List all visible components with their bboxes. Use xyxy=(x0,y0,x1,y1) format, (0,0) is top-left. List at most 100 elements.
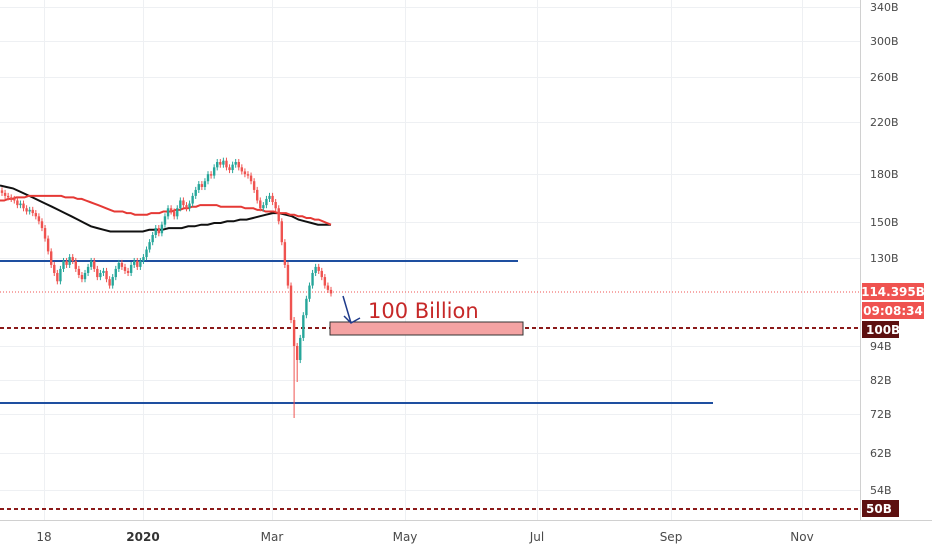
candle xyxy=(151,231,154,246)
candle xyxy=(6,192,10,201)
candle-body xyxy=(154,228,157,236)
candle-body xyxy=(237,162,240,168)
candle-body xyxy=(299,337,302,360)
candle-body xyxy=(265,198,268,206)
candle-body xyxy=(53,264,56,273)
candle-body xyxy=(252,181,256,190)
candle xyxy=(28,206,31,215)
candle xyxy=(68,254,71,268)
candle-body xyxy=(317,266,320,271)
candle xyxy=(200,181,204,191)
candle xyxy=(99,269,102,281)
candle-body xyxy=(13,198,16,201)
candle xyxy=(166,205,170,220)
price-tick-label: 150B xyxy=(870,216,899,229)
candle-body xyxy=(209,174,213,176)
candle xyxy=(25,205,28,215)
candle xyxy=(305,295,308,319)
candle xyxy=(209,171,213,179)
candle-body xyxy=(166,208,170,217)
time-tick-label: Jul xyxy=(529,530,544,544)
annotation-group[interactable]: 100 Billion xyxy=(342,295,479,324)
candle-body xyxy=(200,184,204,187)
candle-body xyxy=(99,272,102,278)
candle xyxy=(182,197,185,209)
candle xyxy=(108,276,111,289)
candle-body xyxy=(185,205,188,209)
candle xyxy=(240,164,244,175)
candle xyxy=(206,171,210,185)
candle-body xyxy=(277,208,280,222)
candle xyxy=(295,342,299,382)
candle xyxy=(148,239,151,253)
candle-body xyxy=(176,208,179,217)
candle-body xyxy=(302,315,305,338)
price-tick-label: 220B xyxy=(870,116,899,129)
candle-body xyxy=(182,200,185,206)
candle xyxy=(265,195,268,209)
price-tick-label: 180B xyxy=(870,168,899,181)
last-price-badge xyxy=(862,283,924,300)
candle-body xyxy=(179,200,182,209)
candle xyxy=(31,206,34,217)
candle-body xyxy=(46,238,50,252)
time-tick-label: Mar xyxy=(261,530,284,544)
candle-body xyxy=(86,266,90,273)
candle xyxy=(249,172,253,185)
price-axis[interactable]: 340B 300B 260B 220B 180B 150B 130B 94B 82B 72B 62B… xyxy=(870,1,899,497)
candle-body xyxy=(133,260,136,265)
candle xyxy=(271,192,274,206)
candle-body xyxy=(222,160,225,165)
candle xyxy=(139,257,142,270)
candle xyxy=(16,197,19,209)
candle xyxy=(62,257,65,272)
candle-body xyxy=(114,268,117,278)
candle xyxy=(179,197,182,212)
candle-body xyxy=(3,192,7,196)
candle xyxy=(176,205,179,220)
candle-body xyxy=(123,266,127,271)
level-badge xyxy=(862,321,899,338)
candle-body xyxy=(234,162,237,165)
candle xyxy=(96,265,99,281)
candle-body xyxy=(142,257,145,261)
candle-body xyxy=(77,268,81,276)
candle-body xyxy=(62,260,65,269)
time-axis[interactable]: 18 2020 Mar May Jul Sep Nov xyxy=(36,530,813,544)
price-tick-label: 130B xyxy=(870,252,899,265)
candle-body xyxy=(203,181,207,187)
candle xyxy=(320,267,323,281)
candle xyxy=(114,265,117,281)
candle-body xyxy=(243,171,247,175)
candle-body xyxy=(43,228,47,239)
candle-body xyxy=(305,298,308,316)
candle-body xyxy=(148,242,151,250)
candle xyxy=(203,178,207,191)
candle-body xyxy=(326,285,330,290)
candle-body xyxy=(83,272,87,280)
candle-body xyxy=(65,260,68,265)
candle-body xyxy=(139,260,142,267)
support-zone[interactable] xyxy=(329,321,524,336)
candlestick-series xyxy=(0,157,333,418)
candle-body xyxy=(219,162,222,165)
candle xyxy=(163,213,167,228)
candle xyxy=(86,263,90,277)
candle-body xyxy=(206,174,210,182)
candle-body xyxy=(93,260,96,269)
candle xyxy=(311,269,314,289)
candle xyxy=(268,192,271,202)
candle xyxy=(40,218,44,232)
countdown-value: 09:08:34 xyxy=(863,304,923,318)
candle-body xyxy=(262,205,265,209)
candle xyxy=(80,271,84,283)
ma-fast-series xyxy=(0,194,332,226)
candle-body xyxy=(25,208,28,212)
candle xyxy=(169,205,173,215)
candle-body xyxy=(16,200,19,206)
candle xyxy=(219,158,222,168)
candle xyxy=(3,189,7,199)
candle xyxy=(120,259,124,270)
candle-body xyxy=(126,270,130,273)
